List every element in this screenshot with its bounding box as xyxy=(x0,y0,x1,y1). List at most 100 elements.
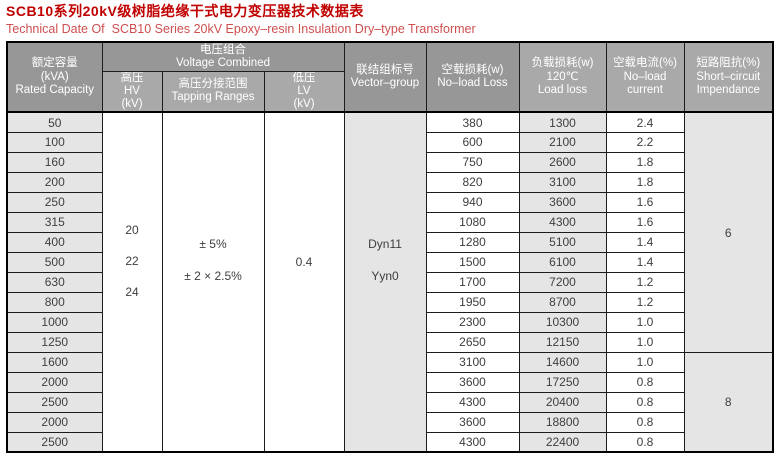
capacity-cell: 100 xyxy=(6,131,103,153)
no-load-loss-cell: 4300 xyxy=(425,431,520,453)
table-row: 630 1700 7200 1.2 xyxy=(6,271,773,293)
no-load-loss-cell: 1700 xyxy=(425,271,520,293)
impedance-zh: 短路阻抗(%) xyxy=(696,57,761,70)
load-loss-cell: 22400 xyxy=(518,431,607,453)
load-loss-cell: 12150 xyxy=(518,331,607,353)
col-header-impedance: 短路阻抗(%) Short–circuit Impendance xyxy=(683,41,774,113)
load-loss-zh: 负载损耗(w) xyxy=(531,57,594,70)
no-load-current-cell: 1.4 xyxy=(605,251,685,273)
vector-group-en: Vector–group xyxy=(350,77,420,90)
hv-value: 22 xyxy=(125,254,139,269)
tapping-zh: 高压分接范围 xyxy=(178,78,248,91)
no-load-current-cell: 1.2 xyxy=(605,271,685,293)
load-loss-cell: 10300 xyxy=(518,311,607,333)
table-row: 2000 3600 18800 0.8 xyxy=(6,411,773,433)
no-load-current-cell: 2.2 xyxy=(605,131,685,153)
table-row: 50 20 22 24 ± 5% ± 2 × 2.5% 0.4 xyxy=(6,111,774,453)
capacity-cell: 800 xyxy=(6,291,103,313)
no-load-current-en2: current xyxy=(627,83,663,96)
table-row: 200 820 3100 1.8 xyxy=(6,171,773,193)
impedance-6-cell: 6 xyxy=(683,111,774,353)
load-loss-cell: 6100 xyxy=(518,251,607,273)
table-row: 250 940 3600 1.6 xyxy=(6,191,773,213)
tapping-en: Tapping Ranges xyxy=(171,91,255,104)
load-loss-cell: 17250 xyxy=(518,371,607,393)
vector-group-value: Yyn0 xyxy=(371,269,399,284)
capacity-cell: 250 xyxy=(6,191,103,213)
lv-en: LV xyxy=(297,84,311,97)
col-header-lv: 低压 LV (kV) xyxy=(263,70,345,113)
no-load-loss-cell: 3600 xyxy=(425,411,520,433)
no-load-loss-cell: 4300 xyxy=(425,391,520,413)
capacity-cell: 2000 xyxy=(6,411,103,433)
hv-value: 20 xyxy=(125,223,139,238)
no-load-loss-cell: 380 xyxy=(425,111,520,133)
no-load-loss-cell: 600 xyxy=(425,131,520,153)
no-load-loss-cell: 3600 xyxy=(425,371,520,393)
lv-zh: 低压 xyxy=(292,71,316,84)
col-header-hv: 高压 HV (kV) xyxy=(101,70,163,113)
no-load-loss-cell: 3100 xyxy=(425,351,520,373)
vector-group-cell: Dyn11 Yyn0 xyxy=(343,111,427,453)
hv-values-cell: 20 22 24 xyxy=(101,111,163,453)
capacity-cell: 315 xyxy=(6,211,103,233)
rated-capacity-zh: 额定容量 xyxy=(31,57,78,70)
load-loss-en: Load loss xyxy=(537,83,588,96)
capacity-cell: 200 xyxy=(6,171,103,193)
load-loss-cell: 4300 xyxy=(518,211,607,233)
col-header-load-loss: 负载损耗(w) 120℃ Load loss xyxy=(518,41,607,113)
no-load-current-cell: 2.4 xyxy=(605,111,685,133)
no-load-loss-cell: 2300 xyxy=(425,311,520,333)
load-loss-cell: 3100 xyxy=(518,171,607,193)
capacity-cell: 500 xyxy=(6,251,103,273)
no-load-current-cell: 1.8 xyxy=(605,171,685,193)
hv-zh: 高压 xyxy=(120,71,144,84)
capacity-cell: 2500 xyxy=(6,391,103,413)
table-row: 1250 2650 12150 1.0 xyxy=(6,331,773,353)
impedance-en1: Short–circuit xyxy=(696,70,761,83)
no-load-current-cell: 1.6 xyxy=(605,211,685,233)
hv-value: 24 xyxy=(125,285,139,300)
load-loss-cell: 3600 xyxy=(518,191,607,213)
load-loss-cell: 20400 xyxy=(518,391,607,413)
title-block: SCB10系列20kV级树脂绝缘干式电力变压器技术数据表 Technical D… xyxy=(0,0,780,37)
no-load-current-cell: 1.8 xyxy=(605,151,685,173)
no-load-current-cell: 1.0 xyxy=(605,311,685,333)
no-load-current-cell: 0.8 xyxy=(605,371,685,393)
col-header-tapping-ranges: 高压分接范围 Tapping Ranges xyxy=(161,70,265,113)
load-loss-cell: 14600 xyxy=(518,351,607,373)
col-header-voltage-combined: 电压组合 Voltage Combined xyxy=(101,41,345,72)
page-title-zh: SCB10系列20kV级树脂绝缘干式电力变压器技术数据表 xyxy=(6,3,364,19)
no-load-current-cell: 0.8 xyxy=(605,431,685,453)
lv-value-cell: 0.4 xyxy=(263,111,345,453)
col-header-rated-capacity: 额定容量 (kVA) Rated Capacity xyxy=(6,41,103,113)
load-loss-cell: 2600 xyxy=(518,151,607,173)
rated-capacity-unit: (kVA) xyxy=(40,70,69,83)
load-loss-cell: 2100 xyxy=(518,131,607,153)
no-load-loss-cell: 1950 xyxy=(425,291,520,313)
vector-group-value: Dyn11 xyxy=(368,237,402,252)
no-load-loss-cell: 820 xyxy=(425,171,520,193)
table-row: 800 1950 8700 1.2 xyxy=(6,291,773,313)
no-load-loss-cell: 1500 xyxy=(425,251,520,273)
capacity-cell: 1250 xyxy=(6,331,103,353)
table-row: 1600 3100 14600 1.0 8 xyxy=(6,351,774,453)
no-load-current-cell: 1.0 xyxy=(605,331,685,353)
tapping-ranges-cell: ± 5% ± 2 × 2.5% xyxy=(161,111,265,453)
col-header-no-load-loss: 空载损耗(w) No–load Loss xyxy=(425,41,520,113)
lv-unit: (kV) xyxy=(293,98,315,111)
no-load-current-zh: 空载电流(%) xyxy=(613,57,677,70)
table-row: 500 1500 6100 1.4 xyxy=(6,251,773,273)
page-title-en: Technical Date Of SCB10 Series 20kV Epox… xyxy=(6,21,476,36)
no-load-loss-zh: 空载损耗(w) xyxy=(441,63,504,76)
table-row: 2000 3600 17250 0.8 xyxy=(6,371,773,393)
load-loss-cell: 18800 xyxy=(518,411,607,433)
no-load-loss-cell: 750 xyxy=(425,151,520,173)
vector-group-zh: 联结组标号 xyxy=(356,63,414,76)
table-row: 400 1280 5100 1.4 xyxy=(6,231,773,253)
no-load-loss-cell: 1280 xyxy=(425,231,520,253)
capacity-cell: 2500 xyxy=(6,431,103,453)
table-row: 100 600 2100 2.2 xyxy=(6,131,773,153)
voltage-combined-zh: 电压组合 xyxy=(200,43,246,56)
hv-en: HV xyxy=(124,84,140,97)
